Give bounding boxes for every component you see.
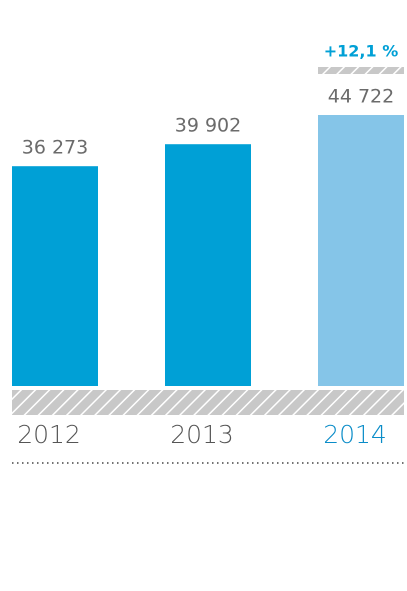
- annotation: +12,1 %: [324, 42, 398, 61]
- value-label: 39 902: [175, 115, 241, 137]
- value-label: 36 273: [22, 137, 88, 159]
- x-tick-label: 2013: [170, 420, 234, 449]
- bar: [12, 166, 98, 386]
- x-tick-label: 2014: [323, 420, 387, 449]
- bar: [318, 115, 404, 386]
- annotation-band: [318, 67, 404, 74]
- x-tick-label: 2012: [17, 420, 81, 449]
- value-label: 44 722: [328, 86, 394, 108]
- base-band: [12, 390, 404, 415]
- bar: [165, 144, 251, 386]
